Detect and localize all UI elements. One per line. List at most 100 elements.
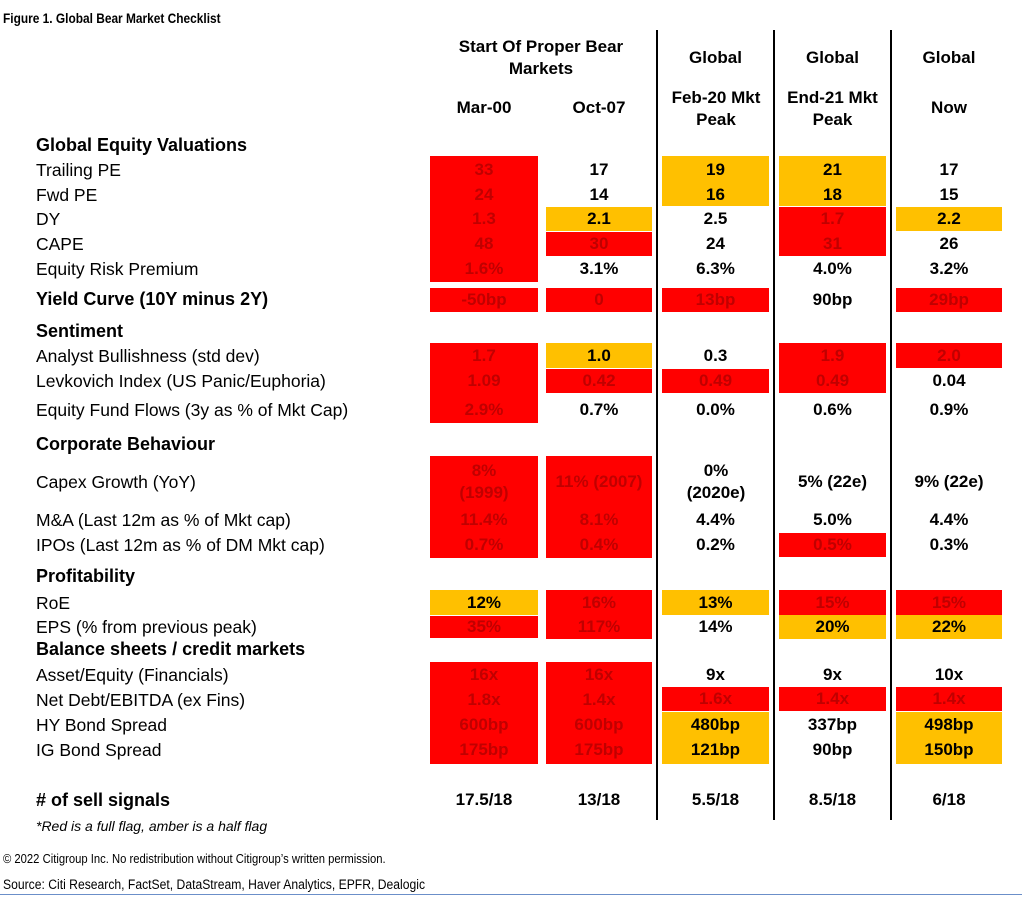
row-label: Equity Fund Flows (3y as % of Mkt Cap) — [36, 400, 349, 420]
row-label: CAPE — [36, 234, 84, 254]
section-sell-signals: # of sell signals — [36, 790, 171, 810]
cell-mar00-analyst: 1.7 — [472, 346, 496, 365]
row-label: Equity Risk Premium — [36, 259, 199, 279]
cell-end21-fwd-pe: 18 — [823, 185, 842, 204]
cell-feb20-fundflows: 0.0% — [696, 400, 735, 419]
copyright-notice: © 2022 Citigroup Inc. No redistribution … — [3, 852, 386, 866]
cell-oct07-roe: 16% — [581, 593, 617, 612]
row-label: Net Debt/EBITDA (ex Fins) — [36, 690, 246, 710]
cell-now-sell: 6/18 — [932, 790, 966, 809]
cell-end21-ipo: 0.5% — [779, 533, 886, 557]
cell-feb20-netdebt: 1.6x — [662, 687, 769, 711]
cell-end21-yield: 90bp — [812, 290, 853, 309]
cell-feb20-ig: 121bp — [690, 740, 741, 759]
cell-mar00-cape: 48 — [474, 234, 494, 253]
cell-feb20-erp: 6.3% — [696, 259, 735, 278]
row-label: DY — [36, 209, 61, 229]
section-profitability: Profitability — [36, 566, 136, 586]
cell-end21-cape: 31 — [823, 234, 842, 253]
cell-mar00-eps: 35% — [430, 616, 538, 638]
cell-now-ig: 150bp — [924, 740, 974, 759]
cell-now-netdebt: 1.4x — [896, 687, 1002, 711]
cell-now-trailing-pe: 17 — [939, 160, 959, 179]
cell-feb20-spread-block — [662, 712, 769, 764]
row-label: IG Bond Spread — [36, 740, 162, 760]
cell-end21-dy-cape-block — [779, 207, 886, 256]
row-label: Trailing PE — [36, 160, 121, 180]
cell-oct07-capex: 11% (2007) — [555, 472, 643, 491]
cell-oct07-ig: 175bp — [574, 740, 624, 759]
cell-mar00-sell: 17.5/18 — [455, 790, 513, 809]
cell-now-fundflows: 0.9% — [929, 400, 969, 419]
header-start-of-bear-markets: Start Of Proper Bear Markets — [458, 37, 624, 78]
cell-now-levkovich: 0.04 — [932, 371, 966, 390]
header-oct-07: Oct-07 — [572, 98, 626, 117]
row-label: RoE — [36, 593, 71, 613]
cell-end21-analyst: 1.9 — [820, 346, 845, 365]
row-label: Asset/Equity (Financials) — [36, 665, 229, 685]
cell-now-roe: 15% — [896, 590, 1002, 615]
cell-feb20-yield: 13bp — [662, 288, 769, 312]
cell-oct07-fundflows: 0.7% — [579, 400, 619, 419]
cell-oct07-netdebt: 1.4x — [582, 690, 616, 709]
cell-now-asset-equity: 10x — [934, 665, 964, 684]
section-yield-curve: Yield Curve (10Y minus 2Y) — [36, 289, 269, 309]
cell-mar00-ma: 11.4% — [460, 510, 508, 529]
cell-mar00-netdebt: 1.8x — [467, 690, 501, 709]
header-mar-00: Mar-00 — [456, 98, 512, 117]
row-label: IPOs (Last 12m as % of DM Mkt cap) — [36, 535, 325, 555]
section-corporate: Corporate Behaviour — [36, 434, 216, 454]
cell-oct07-cape: 30 — [546, 232, 652, 256]
cell-feb20-hy: 480bp — [690, 715, 741, 734]
cell-now-hy: 498bp — [924, 715, 974, 734]
cell-mar00-trailing-pe: 33 — [474, 160, 494, 179]
cell-oct07-dy: 2.1 — [546, 207, 652, 231]
cell-oct07-fwd-pe: 14 — [589, 185, 609, 204]
row-label: Analyst Bullishness (std dev) — [36, 346, 260, 366]
cell-end21-levkovich: 0.49 — [815, 371, 850, 390]
cell-feb20-eps: 14% — [698, 617, 733, 636]
cell-mar00-asset-equity: 16x — [469, 665, 499, 684]
cell-oct07-trailing-pe: 17 — [589, 160, 609, 179]
column-divider — [890, 30, 892, 820]
cell-mar00-erp: 1.6% — [464, 259, 504, 278]
section-sentiment: Sentiment — [36, 321, 124, 341]
cell-feb20-levkovich: 0.49 — [662, 369, 769, 393]
cell-oct07-erp: 3.1% — [579, 259, 619, 278]
cell-feb20-pe-block — [662, 156, 769, 206]
cell-end21-ma: 5.0% — [813, 510, 852, 529]
cell-oct07-levkovich: 0.42 — [546, 369, 652, 393]
cell-mar00-levkovich: 1.09 — [467, 371, 501, 390]
cell-feb20-ipo: 0.2% — [696, 535, 735, 554]
cell-now-ma: 4.4% — [929, 510, 969, 529]
cell-end21-sentiment-block — [779, 343, 886, 393]
cell-now-dy: 2.2 — [896, 207, 1002, 231]
cell-feb20-asset-equity: 9x — [706, 665, 725, 684]
cell-feb20-ma: 4.4% — [696, 510, 735, 529]
cell-now-fwd-pe: 15 — [939, 185, 959, 204]
cell-oct07-hy: 600bp — [574, 715, 624, 734]
cell-mar00-dy: 1.3 — [472, 209, 496, 228]
header-now: Now — [931, 98, 967, 117]
cell-end21-pe-block — [779, 156, 886, 206]
cell-mar00-ipo: 0.7% — [464, 535, 504, 554]
cell-feb20-trailing-pe: 19 — [706, 160, 725, 179]
cell-now-eps: 22% — [896, 615, 1002, 639]
header-now-top: Global — [922, 48, 976, 67]
cell-mar00-yield: -50bp — [430, 288, 538, 312]
cell-feb20-dy: 2.5 — [703, 209, 728, 228]
cell-oct07-ma: 8.1% — [579, 510, 619, 529]
cell-mar00-fwd-pe: 24 — [474, 185, 494, 204]
row-label: Fwd PE — [36, 185, 98, 205]
header-end21: End-21 Mkt Peak — [787, 88, 878, 129]
cell-feb20-cape: 24 — [706, 234, 725, 253]
cell-feb20-sell: 5.5/18 — [691, 790, 740, 809]
cell-mar00-valuations-block — [430, 156, 538, 282]
cell-oct07-yield: 0 — [546, 288, 652, 312]
figure-title: Figure 1. Global Bear Market Checklist — [3, 10, 221, 26]
cell-oct07-eps: 117% — [577, 617, 621, 636]
cell-end21-ig: 90bp — [812, 740, 853, 759]
cell-oct07-corporate-block — [546, 456, 652, 558]
cell-mar00-capex: 8% (1999) — [459, 461, 509, 502]
cell-end21-hy: 337bp — [807, 715, 858, 734]
